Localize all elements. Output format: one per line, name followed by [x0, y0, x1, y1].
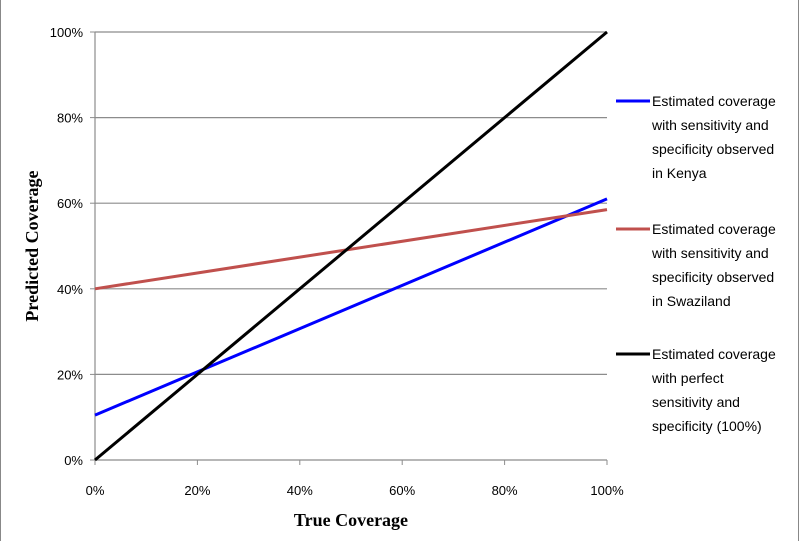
y-tick-label: 40% — [57, 282, 83, 297]
legend-label-line: Estimated coverage — [652, 346, 776, 362]
legend-label-line: specificity observed — [652, 269, 774, 285]
grid-lines — [95, 31, 607, 375]
series-line-perfect — [94, 30, 608, 462]
x-tick-label: 40% — [287, 483, 313, 498]
x-tick-label: 60% — [389, 483, 415, 498]
legend-label-line: with sensitivity and — [651, 245, 769, 261]
legend-item-kenya: Estimated coverage with sensitivity and sp… — [616, 93, 776, 181]
y-tick-label: 0% — [64, 453, 83, 468]
legend: Estimated coverage with sensitivity and sp… — [616, 93, 776, 434]
legend-label-line: specificity (100%) — [652, 418, 762, 434]
y-tick-labels: 0% 20% 40% 60% 80% 100% — [50, 25, 84, 468]
legend-label-line: in Swaziland — [652, 293, 731, 309]
x-tick-label: 0% — [86, 483, 105, 498]
x-tick-label: 100% — [590, 483, 624, 498]
legend-item-perfect: Estimated coverage with perfect sensitivit… — [616, 346, 776, 434]
x-tick-labels: 0% 20% 40% 60% 80% 100% — [86, 483, 624, 498]
y-axis-title: Predicted Coverage — [22, 170, 42, 321]
axes — [90, 31, 608, 465]
y-tick-label: 100% — [50, 25, 84, 40]
legend-label-line: Estimated coverage — [652, 221, 776, 237]
legend-label-line: with sensitivity and — [651, 117, 769, 133]
legend-label-line: with perfect — [651, 370, 724, 386]
legend-item-swaziland: Estimated coverage with sensitivity and sp… — [616, 221, 776, 309]
legend-label-line: Estimated coverage — [652, 93, 776, 109]
legend-label-line: sensitivity and — [652, 394, 740, 410]
x-tick-label: 80% — [492, 483, 518, 498]
x-tick-label: 20% — [184, 483, 210, 498]
series-line-swaziland — [94, 208, 608, 291]
y-tick-label: 80% — [57, 111, 83, 126]
series-lines — [94, 30, 608, 462]
series-line-kenya — [94, 197, 608, 417]
legend-label-line: specificity observed — [652, 141, 774, 157]
legend-label-line: in Kenya — [652, 165, 707, 181]
y-tick-label: 20% — [57, 367, 83, 382]
x-axis-title: True Coverage — [294, 510, 408, 530]
y-tick-label: 60% — [57, 196, 83, 211]
